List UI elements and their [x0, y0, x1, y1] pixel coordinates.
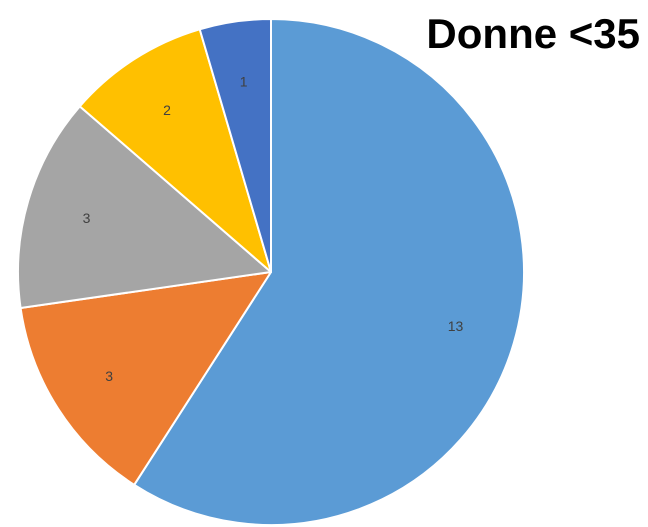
pie-data-labels: 13 3 3 2 1	[83, 74, 464, 384]
data-label-3: 3	[83, 210, 91, 226]
data-label-2: 3	[105, 368, 113, 384]
pie-slice-4	[78, 28, 272, 273]
pie-slice-2	[19, 271, 272, 486]
pie-slice-1	[133, 18, 525, 526]
data-label-5: 1	[240, 74, 248, 90]
chart-title: Donne <35	[426, 10, 640, 57]
data-label-4: 2	[163, 102, 171, 118]
pie-slice-3	[17, 105, 272, 310]
data-label-1: 13	[448, 318, 464, 334]
pie-slice-5	[198, 18, 272, 273]
pie-slices	[17, 18, 525, 526]
